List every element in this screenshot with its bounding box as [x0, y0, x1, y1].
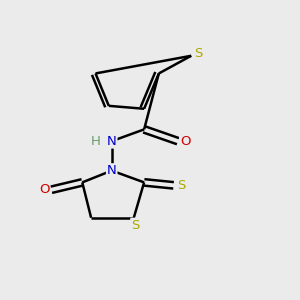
Text: O: O: [180, 135, 190, 148]
Text: N: N: [107, 164, 117, 177]
Text: N: N: [107, 135, 117, 148]
Text: O: O: [39, 183, 49, 196]
Text: S: S: [177, 179, 185, 192]
Text: S: S: [194, 47, 203, 60]
Text: S: S: [131, 219, 140, 232]
Text: H: H: [91, 135, 100, 148]
